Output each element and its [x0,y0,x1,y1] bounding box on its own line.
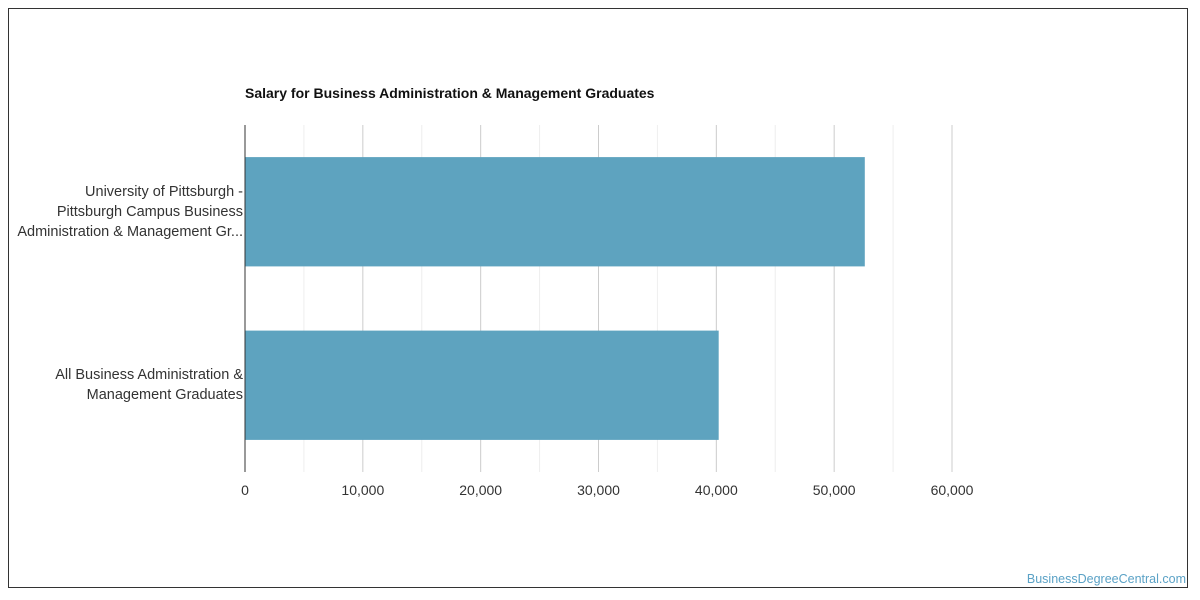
category-label-line: Administration & Management Gr... [17,223,243,240]
source-credit: BusinessDegreeCentral.com [1026,572,1186,586]
x-tick-label: 0 [241,482,249,498]
bar-2 [245,330,719,440]
x-tick-label: 20,000 [459,482,502,498]
x-tick-label: 10,000 [341,482,384,498]
x-tick-label: 50,000 [813,482,856,498]
category-label: All Business Administration & Management … [3,365,243,405]
category-label-line: Pittsburgh Campus Business [56,203,243,220]
x-tick-label: 60,000 [931,482,974,498]
bar-1 [245,157,865,267]
category-label-line: All Business Administration & [55,367,243,384]
x-tick-label: 40,000 [695,482,738,498]
chart-title: Salary for Business Administration & Man… [245,85,655,101]
category-label: University of Pittsburgh - Pittsburgh Cam… [3,182,243,242]
category-label-line: University of Pittsburgh - [85,183,243,200]
x-tick-label: 30,000 [577,482,620,498]
category-label-line: Management Graduates [86,387,243,404]
